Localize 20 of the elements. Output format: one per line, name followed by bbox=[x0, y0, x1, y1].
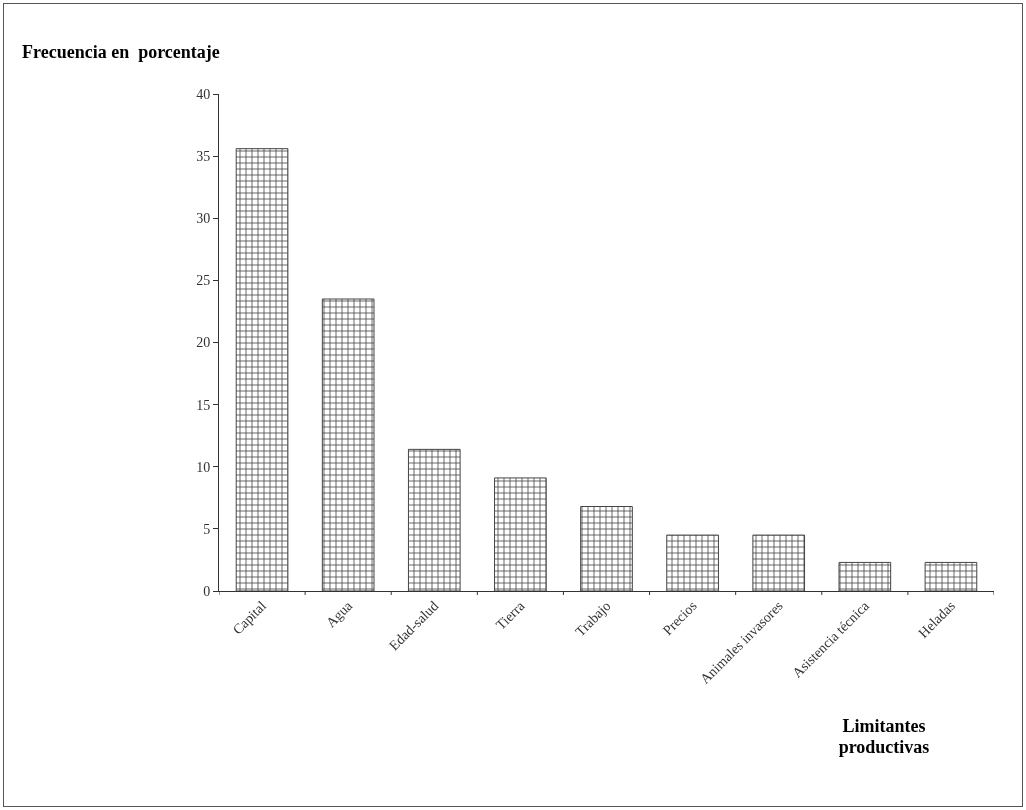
y-tick-label: 5 bbox=[203, 521, 211, 537]
y-tick-label: 10 bbox=[196, 459, 211, 475]
bar bbox=[752, 534, 806, 591]
bar bbox=[235, 148, 289, 591]
bar bbox=[494, 477, 547, 591]
bar bbox=[838, 561, 892, 591]
bar bbox=[407, 448, 461, 591]
bar bbox=[321, 298, 375, 591]
y-tick-label: 40 bbox=[196, 86, 211, 102]
y-tick-label: 15 bbox=[196, 397, 211, 413]
bar bbox=[666, 534, 719, 591]
y-tick-label: 35 bbox=[196, 149, 211, 165]
y-axis-title: Frecuencia en porcentaje bbox=[22, 42, 220, 63]
y-tick-label: 25 bbox=[196, 273, 211, 289]
bar bbox=[580, 506, 633, 591]
y-tick-label: 20 bbox=[196, 335, 211, 351]
bar bbox=[924, 561, 978, 591]
y-tick-label: 0 bbox=[203, 583, 211, 599]
x-axis-title: Limitantes productivas bbox=[837, 716, 931, 758]
y-tick-label: 30 bbox=[196, 211, 211, 227]
